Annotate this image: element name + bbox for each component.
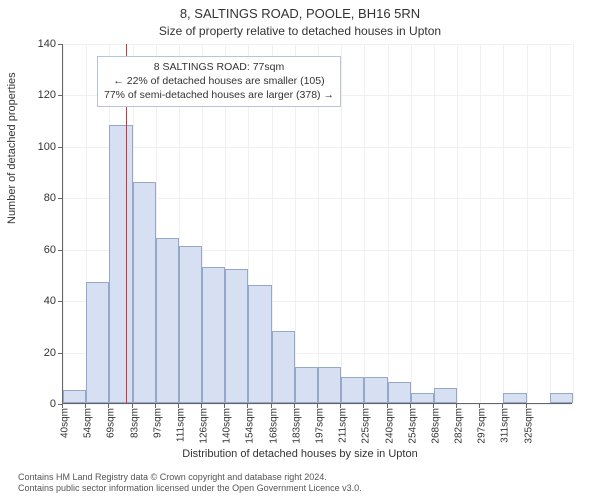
histogram-bar <box>295 367 318 403</box>
annotation-line2: ← 22% of detached houses are smaller (10… <box>104 74 334 88</box>
histogram-bar <box>86 282 109 403</box>
histogram-bar <box>503 393 526 403</box>
histogram-bar <box>318 367 341 403</box>
x-tick-label: 54sqm <box>83 408 94 438</box>
histogram-bar <box>202 267 225 403</box>
histogram-bar <box>109 125 132 403</box>
x-tick-label: 211sqm <box>338 408 349 443</box>
histogram-bar <box>388 382 411 403</box>
histogram-bar <box>179 246 202 403</box>
y-tick-label: 100 <box>16 141 56 153</box>
y-tick-label: 140 <box>16 38 56 50</box>
x-tick-label: 311sqm <box>500 408 511 443</box>
x-tick-label: 183sqm <box>291 408 302 444</box>
x-tick-label: 97sqm <box>152 408 163 438</box>
x-tick-label: 126sqm <box>199 408 210 444</box>
x-tick-label: 154sqm <box>245 408 256 444</box>
histogram-bar <box>133 182 156 403</box>
x-tick-label: 240sqm <box>384 408 395 444</box>
x-tick-label: 297sqm <box>477 408 488 444</box>
x-tick-label: 254sqm <box>407 408 418 444</box>
footer-line1: Contains HM Land Registry data © Crown c… <box>18 472 362 483</box>
histogram-bar <box>434 388 457 403</box>
x-tick-label: 325sqm <box>523 408 534 444</box>
histogram-bar <box>63 390 86 403</box>
y-tick-label: 60 <box>16 244 56 256</box>
x-tick-label: 111sqm <box>175 408 186 442</box>
x-tick-label: 268sqm <box>430 408 441 444</box>
x-tick-label: 168sqm <box>268 408 279 444</box>
histogram-bar <box>411 393 434 403</box>
histogram-bar <box>225 269 248 403</box>
x-tick-label: 225sqm <box>361 408 372 444</box>
y-tick-label: 0 <box>16 398 56 410</box>
annotation-line3: 77% of semi-detached houses are larger (… <box>104 88 334 102</box>
x-tick-label: 40sqm <box>60 408 71 438</box>
x-tick-label: 69sqm <box>106 408 117 438</box>
histogram-bar <box>248 285 271 403</box>
footer-attribution: Contains HM Land Registry data © Crown c… <box>18 472 362 495</box>
x-tick-label: 197sqm <box>315 408 326 444</box>
footer-line2: Contains public sector information licen… <box>18 483 362 494</box>
y-tick-label: 120 <box>16 89 56 101</box>
histogram-bar <box>364 377 387 403</box>
y-tick-label: 40 <box>16 295 56 307</box>
chart-title: 8, SALTINGS ROAD, POOLE, BH16 5RN <box>0 6 600 21</box>
annotation-line1: 8 SALTINGS ROAD: 77sqm <box>104 60 334 74</box>
chart-subtitle: Size of property relative to detached ho… <box>0 24 600 38</box>
histogram-bar <box>156 238 179 403</box>
histogram-bar <box>550 393 573 403</box>
histogram-bar <box>341 377 364 403</box>
annotation-box: 8 SALTINGS ROAD: 77sqm ← 22% of detached… <box>97 56 341 107</box>
histogram-chart: 8, SALTINGS ROAD, POOLE, BH16 5RN Size o… <box>0 0 600 500</box>
x-tick-label: 282sqm <box>454 408 465 444</box>
x-tick-label: 83sqm <box>129 408 140 438</box>
y-tick-label: 80 <box>16 192 56 204</box>
x-axis-label: Distribution of detached houses by size … <box>0 448 600 460</box>
x-tick-label: 140sqm <box>222 408 233 444</box>
histogram-bar <box>272 331 295 403</box>
y-tick-label: 20 <box>16 347 56 359</box>
